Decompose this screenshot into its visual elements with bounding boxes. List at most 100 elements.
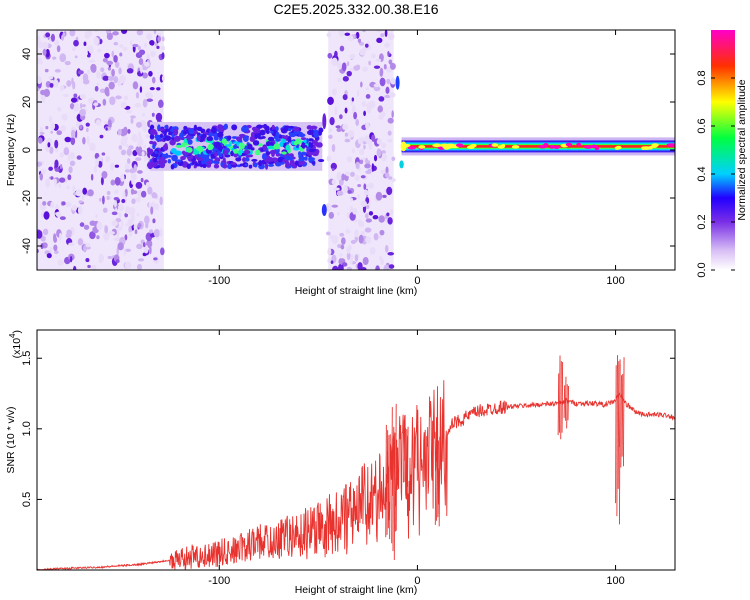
snr-scale-label: (x104) xyxy=(8,330,23,358)
noise-blob xyxy=(347,35,354,42)
snr-spike xyxy=(437,440,439,518)
tone-blob xyxy=(432,143,442,148)
band-blob xyxy=(187,139,193,145)
noise-blob xyxy=(57,259,64,266)
noise-blob xyxy=(346,61,350,67)
noise-blob xyxy=(95,119,102,126)
noise-blob xyxy=(62,32,66,37)
band-blob xyxy=(154,150,158,155)
noise-blob xyxy=(93,36,100,46)
noise-blob xyxy=(52,56,57,60)
noise-blob xyxy=(49,146,54,155)
noise-blob xyxy=(118,67,122,75)
noise-blob xyxy=(111,50,115,58)
band-blob xyxy=(191,161,196,165)
noise-blob xyxy=(53,178,57,184)
band-blob xyxy=(248,164,253,169)
noise-blob xyxy=(79,124,83,130)
noise-blob xyxy=(368,211,374,216)
noise-blob xyxy=(356,89,360,97)
band-blob xyxy=(289,132,296,138)
band-blob xyxy=(222,149,229,156)
noise-blob xyxy=(337,61,343,70)
noise-blob xyxy=(331,57,338,66)
band-blob xyxy=(281,151,287,155)
noise-blob xyxy=(102,58,108,63)
noise-blob xyxy=(161,75,165,82)
band-blob xyxy=(282,138,287,144)
band-blob xyxy=(258,159,263,167)
noise-blob xyxy=(151,76,156,84)
noise-blob xyxy=(46,253,52,259)
noise-blob xyxy=(113,55,118,63)
noise-blob xyxy=(387,32,395,41)
noise-blob xyxy=(136,243,143,250)
noise-blob xyxy=(109,96,116,106)
noise-blob xyxy=(389,62,396,70)
noise-blob xyxy=(130,188,135,195)
noise-blob xyxy=(346,246,351,254)
noise-blob xyxy=(126,110,133,114)
snr-scale-base: (x10 xyxy=(11,338,23,359)
noise-blob xyxy=(69,30,76,37)
noise-blob xyxy=(49,82,54,88)
band-blob xyxy=(151,162,158,167)
noise-blob xyxy=(331,204,339,208)
noise-blob xyxy=(357,194,360,200)
noise-blob xyxy=(362,256,369,266)
noise-blob xyxy=(87,264,91,269)
band-blob xyxy=(261,153,267,160)
snr-spike xyxy=(623,357,625,467)
noise-blob xyxy=(75,189,83,197)
noise-blob xyxy=(136,212,140,217)
noise-blob xyxy=(72,47,76,52)
snr-spike xyxy=(404,428,406,482)
noise-blob xyxy=(384,94,391,99)
colorbar-tick-label: 0.8 xyxy=(696,70,708,85)
spike-blob xyxy=(399,160,404,169)
band-blob xyxy=(153,153,159,158)
noise-blob xyxy=(117,242,124,251)
noise-blob xyxy=(105,127,108,131)
noise-blob xyxy=(72,81,76,90)
noise-blob xyxy=(390,77,397,85)
noise-blob xyxy=(350,171,355,177)
noise-blob xyxy=(42,228,49,236)
band-blob xyxy=(300,137,307,141)
noise-blob xyxy=(95,158,99,167)
noise-blob xyxy=(348,130,355,138)
snr-spike xyxy=(617,361,620,489)
snr-spike xyxy=(560,361,562,440)
noise-blob xyxy=(383,63,387,70)
noise-blob xyxy=(340,237,346,245)
noise-blob xyxy=(355,118,360,127)
noise-blob xyxy=(378,235,382,239)
band-blob xyxy=(186,163,191,170)
noise-blob xyxy=(116,247,120,256)
noise-blob xyxy=(107,76,114,82)
noise-blob xyxy=(98,259,104,263)
snr-ticks: -100 0 100 0.5 1.0 1.5 xyxy=(21,330,675,587)
noise-blob xyxy=(391,156,396,161)
noise-blob xyxy=(364,212,369,219)
noise-blob xyxy=(335,125,341,129)
bot-ytick-label: 1.5 xyxy=(21,351,33,366)
band-blob xyxy=(196,135,201,142)
band-blob xyxy=(170,148,177,154)
band-blob xyxy=(287,135,292,143)
noise-blob xyxy=(57,106,62,112)
tone-blob xyxy=(511,145,520,149)
noise-blob xyxy=(37,88,40,92)
tone-blob xyxy=(543,142,549,147)
noise-blob xyxy=(124,196,128,205)
band-blob xyxy=(273,143,281,150)
noise-blob xyxy=(344,132,349,137)
noise-blob xyxy=(357,262,363,270)
band-blob xyxy=(244,163,248,167)
noise-blob xyxy=(339,232,345,237)
band-blob xyxy=(186,147,193,153)
noise-blob xyxy=(54,40,59,46)
noise-blob xyxy=(124,234,128,241)
noise-blob xyxy=(37,137,43,144)
noise-blob xyxy=(42,201,47,206)
